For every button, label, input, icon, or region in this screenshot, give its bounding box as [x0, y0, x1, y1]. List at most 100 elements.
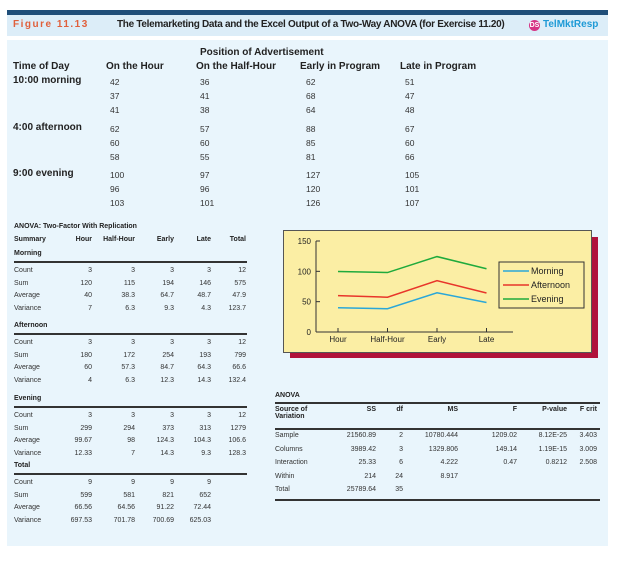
anova-cell: 3989.42: [350, 445, 376, 453]
anova-cell: 35: [395, 486, 403, 493]
dataset-link[interactable]: TelMktResp: [543, 19, 599, 30]
column-header: Time of Day: [13, 61, 70, 72]
anova-rule: [275, 428, 600, 430]
anova-cell: 2: [399, 432, 403, 439]
summary-cell: 3: [170, 412, 174, 419]
summary-cell: 3: [170, 339, 174, 346]
summary-cell: 9: [207, 479, 211, 486]
data-cell: 81: [306, 152, 316, 162]
figure-header: Figure 11.13 The Telemarketing Data and …: [7, 15, 608, 36]
row-label: Sum: [14, 424, 29, 432]
summary-cell: 193: [199, 351, 211, 359]
summary-cell: 701.78: [113, 516, 135, 524]
row-label: Sum: [14, 351, 29, 359]
source-label: Columns: [275, 445, 303, 453]
row-label: Variance: [14, 449, 42, 457]
summary-cell: 12.33: [74, 449, 92, 457]
summary-cell: 132.4: [228, 376, 246, 384]
source-label: Total: [275, 486, 290, 493]
data-cell: 37: [110, 91, 120, 101]
summary-cell: 7: [131, 449, 135, 457]
anova-cell: 4.222: [440, 459, 458, 466]
summary-cell: 84.7: [160, 364, 174, 371]
figure-title: The Telemarketing Data and the Excel Out…: [117, 19, 505, 30]
summary-cell: 799: [234, 351, 246, 359]
summary-cell: 821: [162, 491, 174, 499]
summary-cell: 3: [207, 267, 211, 274]
summary-cell: 40: [84, 292, 92, 299]
summary-cell: 6.3: [125, 304, 135, 312]
summary-cell: 625.03: [189, 516, 211, 524]
data-cell: 60: [110, 138, 120, 148]
anova-header: df: [396, 406, 403, 413]
summary-cell: 9: [131, 479, 135, 486]
row-label: Average: [14, 504, 40, 511]
summary-cell: 123.7: [228, 304, 246, 312]
source-label: Interaction: [275, 459, 308, 466]
column-header: On the Hour: [106, 61, 164, 72]
data-cell: 62: [306, 77, 316, 87]
figure-label: Figure 11.13: [13, 19, 89, 30]
summary-cell: 373: [162, 424, 174, 432]
summary-cell: 72.44: [193, 504, 211, 511]
row-label: Variance: [14, 304, 42, 312]
summary-cell: 12: [238, 339, 246, 346]
data-cell: 38: [200, 105, 210, 115]
summary-cell: 6.3: [125, 376, 135, 384]
summary-cell: 599: [80, 491, 92, 499]
super-header: Position of Advertisement: [200, 47, 324, 58]
summary-cell: 3: [207, 412, 211, 419]
summary-cell: 64.7: [160, 292, 174, 299]
anova-cell: 0.8212: [545, 459, 567, 466]
summary-cell: 3: [170, 267, 174, 274]
data-cell: 103: [110, 198, 125, 208]
data-cell: 107: [405, 198, 420, 208]
summary-cell: 581: [123, 491, 135, 499]
summary-cell: 47.9: [232, 292, 246, 299]
data-cell: 36: [200, 77, 210, 87]
anova-cell: 1209.02: [491, 432, 517, 439]
summary-header: Hour: [75, 236, 92, 243]
summary-cell: 7: [88, 304, 92, 312]
summary-cell: 3: [207, 339, 211, 346]
data-cell: 126: [306, 198, 321, 208]
summary-cell: 66.56: [74, 504, 92, 511]
data-cell: 55: [200, 152, 210, 162]
data-cell: 120: [306, 184, 321, 194]
summary-header: Summary: [14, 236, 46, 243]
data-cell: 41: [110, 105, 120, 115]
data-cell: 68: [306, 91, 316, 101]
section-label: Evening: [14, 395, 42, 402]
data-cell: 62: [110, 124, 120, 134]
dataset-icon: DS: [529, 20, 540, 31]
summary-header: Early: [156, 236, 174, 243]
data-cell: 101: [200, 198, 215, 208]
row-label: Count: [14, 479, 33, 486]
summary-cell: 146: [199, 279, 211, 287]
row-label: Average: [14, 437, 40, 444]
summary-cell: 4.3: [201, 304, 211, 312]
y-tick-label: 100: [298, 267, 312, 276]
summary-cell: 60: [84, 364, 92, 371]
summary-cell: 294: [123, 424, 135, 432]
summary-cell: 3: [88, 412, 92, 419]
summary-cell: 700.69: [152, 516, 174, 524]
legend-label: Afternoon: [531, 280, 570, 290]
data-cell: 85: [306, 138, 316, 148]
section-rule: [14, 406, 247, 408]
anova-title: ANOVA: [275, 392, 300, 399]
anova-cell: 2.508: [579, 459, 597, 466]
summary-cell: 3: [131, 412, 135, 419]
data-cell: 96: [110, 184, 120, 194]
data-cell: 105: [405, 170, 420, 180]
anova-header: MS: [447, 406, 459, 413]
summary-cell: 3: [131, 267, 135, 274]
row-label: Variance: [14, 516, 42, 524]
anova-cell: 25789.64: [346, 486, 376, 493]
data-cell: 47: [405, 91, 415, 101]
data-cell: 51: [405, 77, 415, 87]
summary-header: Half-Hour: [103, 236, 135, 243]
summary-cell: 14.3: [160, 449, 174, 457]
anova-cell: 21560.89: [346, 432, 376, 439]
